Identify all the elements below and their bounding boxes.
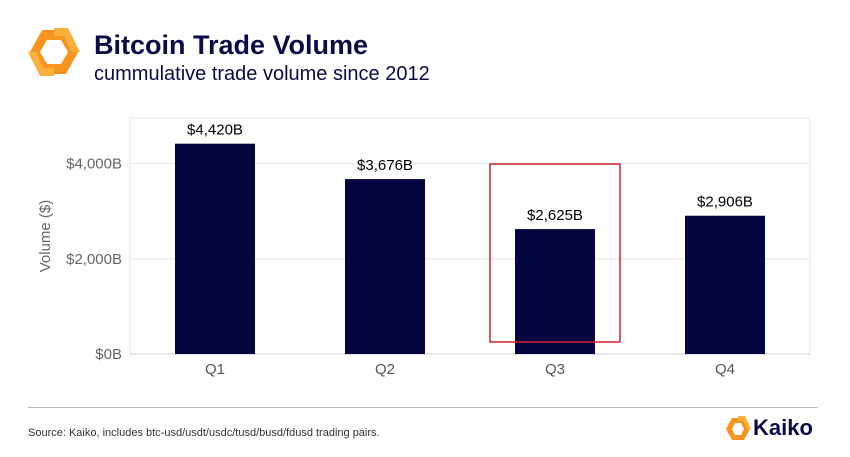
highlight-box (489, 163, 621, 343)
footer-divider (28, 407, 818, 408)
brand-logo-icon (28, 28, 80, 76)
data-label: $3,676B (357, 157, 413, 174)
x-tick-label: Q2 (375, 361, 395, 378)
brand-name: Kaiko (753, 415, 813, 440)
y-tick-label: $0B (95, 346, 122, 363)
chart-subtitle: cummulative trade volume since 2012 (94, 63, 430, 85)
y-axis-ticks: $0B $2,000B $4,000B (66, 156, 122, 363)
y-tick-label: $2,000B (66, 251, 122, 268)
bar (175, 143, 255, 354)
chart-title: Bitcoin Trade Volume (94, 30, 369, 60)
bar (515, 229, 595, 354)
y-tick-label: $4,000B (66, 156, 122, 173)
y-axis-label: Volume ($) (37, 200, 54, 273)
x-tick-label: Q4 (715, 361, 735, 378)
bar-chart: $4,420B $3,676B $2,625B $2,906B Q1 Q2 Q3 Q4 $0… (37, 117, 811, 378)
x-tick-label: Q3 (545, 361, 565, 378)
data-label: $4,420B (187, 122, 243, 139)
bars (175, 143, 765, 354)
data-labels: $4,420B $3,676B $2,625B $2,906B (187, 122, 753, 224)
data-label: $2,625B (527, 207, 583, 224)
bar (345, 179, 425, 354)
x-tick-label: Q1 (205, 361, 225, 378)
bar (685, 215, 765, 354)
kaiko-logo-icon (726, 416, 751, 440)
x-axis-ticks: Q1 Q2 Q3 Q4 (205, 361, 735, 378)
data-label: $2,906B (697, 194, 753, 211)
source-note: Source: Kaiko, includes btc-usd/usdt/usd… (28, 427, 380, 439)
